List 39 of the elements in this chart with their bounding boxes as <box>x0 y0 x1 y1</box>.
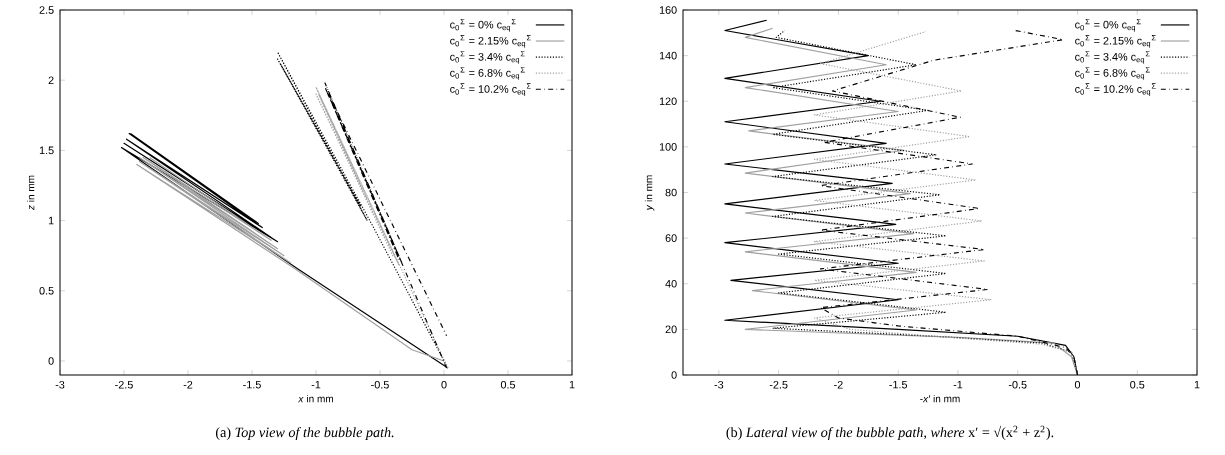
y-tick-label: 120 <box>659 97 677 106</box>
x-tick-label: -1 <box>311 380 321 389</box>
y-tick-label: 1 <box>48 216 54 225</box>
x-tick-label: -2.5 <box>115 380 133 389</box>
x-tick-label: 0 <box>441 380 447 389</box>
x-axis-title: -x′ in mm <box>920 394 960 403</box>
y-tick-label: 0.5 <box>39 286 54 295</box>
y-tick-label: 2.5 <box>39 6 54 14</box>
y-tick-label: 40 <box>665 279 677 288</box>
x-tick-label: -1 <box>953 380 963 389</box>
x-tick-label: 1 <box>1194 380 1200 389</box>
y-tick-label: 60 <box>665 234 677 242</box>
y-tick-label: 0 <box>671 371 677 379</box>
y-tick-label: 0 <box>48 357 54 365</box>
y-tick-label: 1.5 <box>39 146 54 155</box>
text: (b) Lateral view of the bubble path, where x′ = √(x$^{2}$ + z$^{2}$). <box>726 425 1054 441</box>
y-tick-label: 80 <box>665 188 677 197</box>
y-tick-label: 160 <box>659 6 677 14</box>
x-tick-label: -2 <box>834 380 843 389</box>
x-axis-title: x in mm <box>297 394 333 403</box>
y-tick-label: 100 <box>659 143 677 151</box>
y-tick-label: 20 <box>665 325 677 334</box>
y-axis-title: z in mm <box>27 175 35 211</box>
x-tick-label: -3 <box>714 380 724 389</box>
x-tick-label: 0.5 <box>500 380 516 389</box>
y-tick-label: 2 <box>48 76 54 84</box>
x-tick-label: -1.5 <box>889 380 908 389</box>
x-tick-label: 0.5 <box>1130 380 1145 389</box>
x-tick-label: -0.5 <box>371 380 389 389</box>
x-tick-label: -0.5 <box>1008 380 1027 389</box>
x-tick-label: 0 <box>1074 380 1081 389</box>
y-tick-label: 140 <box>659 51 677 60</box>
x-tick-label: -2 <box>183 380 193 389</box>
x-tick-label: -2.5 <box>769 380 788 389</box>
y-axis-title: y in mm <box>644 175 655 211</box>
x-tick-label: -1.5 <box>243 380 261 389</box>
x-tick-label: -3 <box>55 380 65 389</box>
x-tick-label: 1 <box>569 380 575 389</box>
text: (a) Top view of the bubble path. <box>215 427 394 441</box>
